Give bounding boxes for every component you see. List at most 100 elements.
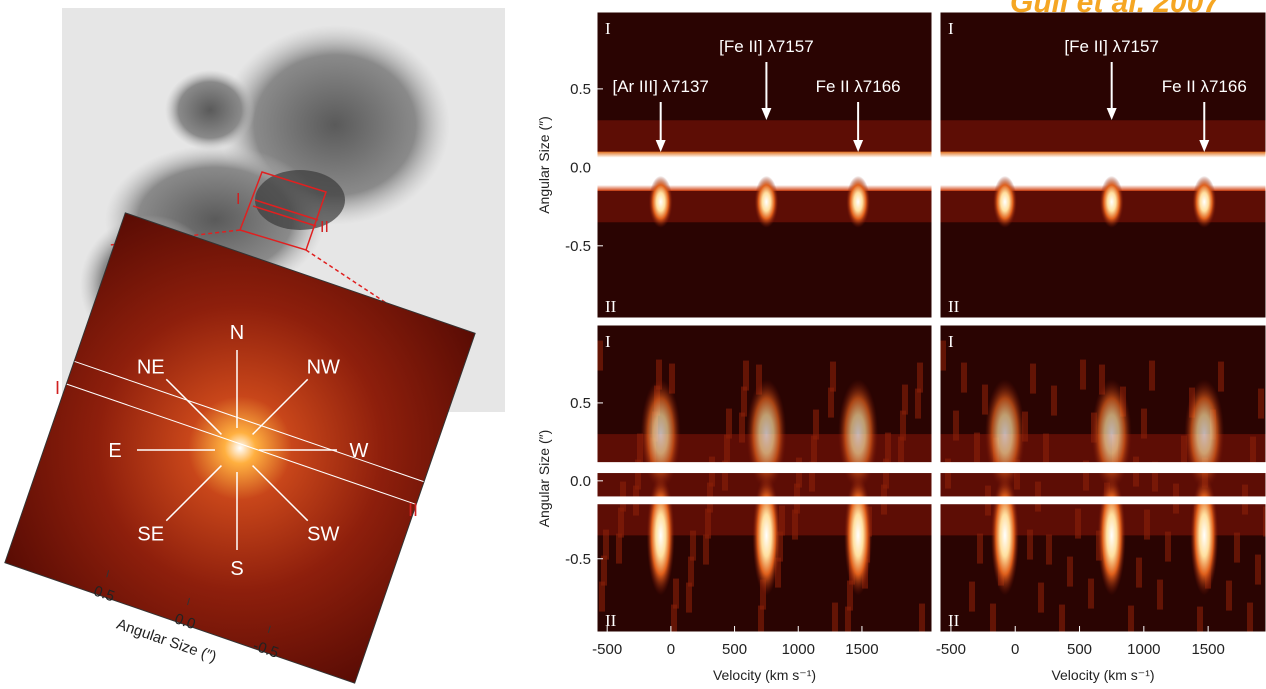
- noise: [1075, 509, 1081, 539]
- x-tick-label: 0: [1011, 641, 1019, 658]
- emission: [754, 176, 778, 228]
- compass-label: SE: [137, 523, 164, 545]
- noise: [703, 535, 709, 565]
- noise: [690, 531, 696, 561]
- emission: [1192, 176, 1216, 228]
- noise: [1258, 389, 1264, 419]
- noise: [726, 409, 732, 439]
- noise: [919, 604, 925, 634]
- noise: [1165, 532, 1171, 562]
- noise: [830, 362, 836, 392]
- noise: [832, 603, 838, 633]
- compass-label: NE: [137, 357, 165, 379]
- noise: [673, 579, 679, 609]
- noise: [1046, 535, 1052, 565]
- corner-label: II: [605, 297, 617, 316]
- spectrum-panel: [940, 325, 1266, 637]
- annotation: [Fe II] λ7157: [719, 37, 814, 56]
- spectrum-panel: [940, 12, 1266, 318]
- continuum: [940, 462, 1266, 473]
- y-tick-label: 0.5: [570, 395, 591, 412]
- emission: [1098, 475, 1126, 595]
- noise: [813, 410, 819, 440]
- noise: [828, 388, 834, 418]
- emission: [649, 176, 673, 228]
- noise: [618, 508, 624, 538]
- slit-label: I: [55, 378, 60, 398]
- noise: [900, 411, 906, 441]
- noise: [1128, 606, 1134, 636]
- spectrum-panel: [597, 325, 932, 637]
- noise: [758, 606, 764, 636]
- noise: [1059, 605, 1065, 635]
- compass-label: N: [230, 322, 244, 344]
- continuum: [597, 496, 932, 504]
- emission: [647, 475, 675, 595]
- x-tick-label: 1500: [845, 641, 878, 658]
- x-tick-label: 1500: [1191, 641, 1224, 658]
- noise: [1027, 530, 1033, 560]
- compass-label: W: [350, 440, 369, 462]
- noise: [1080, 360, 1086, 390]
- annotation: Fe II λ7166: [1162, 77, 1247, 96]
- noise: [603, 530, 609, 560]
- noise: [811, 436, 817, 466]
- y-tick-label: 0.0: [570, 473, 591, 490]
- noise: [1234, 533, 1240, 563]
- noise: [1250, 437, 1256, 467]
- noise: [1144, 510, 1150, 540]
- noise: [1218, 362, 1224, 392]
- noise: [977, 534, 983, 564]
- corner-label: I: [948, 19, 954, 38]
- noise: [597, 341, 603, 371]
- figure: I II I II NNENWEWSESWS 0.50.0-0.5Angular…: [0, 0, 1266, 689]
- emission: [993, 176, 1017, 228]
- noise: [1136, 558, 1142, 588]
- noise: [885, 433, 891, 463]
- y-tick-label: -0.5: [565, 238, 591, 255]
- slit-label: II: [408, 500, 418, 520]
- compass-label: SW: [307, 523, 339, 545]
- noise: [1255, 555, 1261, 585]
- noise: [671, 605, 677, 635]
- compass-label: S: [230, 558, 243, 580]
- noise: [902, 385, 908, 415]
- slit-label: I: [236, 191, 240, 208]
- emission: [1190, 475, 1218, 595]
- noise: [724, 435, 730, 465]
- noise: [616, 534, 622, 564]
- x-tick-label: 1000: [1127, 641, 1160, 658]
- annotation: [Ar III] λ7137: [612, 77, 708, 96]
- credit: Gull et al. 2007: [1010, 0, 1221, 19]
- noise: [974, 433, 980, 463]
- noise: [1157, 580, 1163, 610]
- y-axis-label: Angular Size (″): [536, 116, 552, 214]
- noise: [1030, 364, 1036, 394]
- noise: [739, 413, 745, 443]
- slit-label: II: [320, 219, 329, 236]
- continuum: [940, 496, 1266, 504]
- noise: [940, 341, 946, 371]
- annotation: Fe II λ7166: [816, 77, 901, 96]
- x-tick-label: -500: [592, 641, 622, 658]
- noise: [990, 604, 996, 634]
- noise: [1051, 386, 1057, 416]
- x-tick-label: 500: [722, 641, 747, 658]
- noise: [1226, 581, 1232, 611]
- x-tick-label: 1000: [782, 641, 815, 658]
- corner-label: I: [948, 332, 954, 351]
- emission: [991, 475, 1019, 595]
- y-tick-label: -0.5: [565, 551, 591, 568]
- noise: [1067, 557, 1073, 587]
- emission: [844, 475, 872, 595]
- noise: [969, 582, 975, 612]
- y-tick-label: 0.5: [570, 81, 591, 98]
- x-tick-label: 0: [667, 641, 675, 658]
- corner-label: I: [605, 332, 611, 351]
- y-tick-label: 0.0: [570, 159, 591, 176]
- corner-label: I: [605, 19, 611, 38]
- noise: [688, 557, 694, 587]
- noise: [1149, 361, 1155, 391]
- spectrum-panel: [597, 12, 932, 318]
- noise: [599, 582, 605, 612]
